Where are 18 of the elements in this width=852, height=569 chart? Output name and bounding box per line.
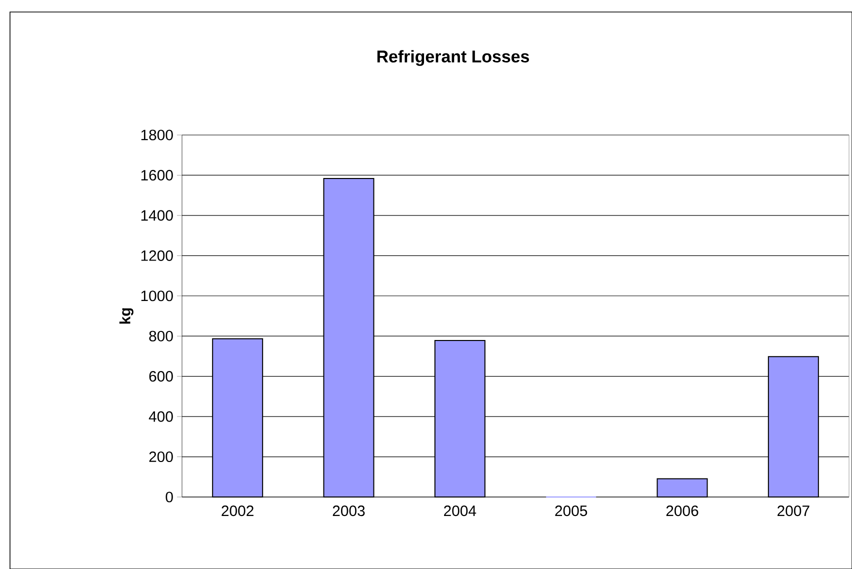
y-tick-label: 1000 <box>141 290 173 302</box>
y-tick-label: 1600 <box>141 170 173 181</box>
x-tick-label: 2004 <box>444 506 476 516</box>
y-tick-label: 600 <box>149 371 173 382</box>
y-tick-label: 800 <box>149 330 173 342</box>
x-tick-label: 2006 <box>666 506 698 516</box>
y-tick-label: 1400 <box>141 210 173 221</box>
x-tick-label: 2003 <box>332 506 365 516</box>
x-tick-label: 2007 <box>778 506 810 516</box>
y-tick-label: 1200 <box>141 250 173 261</box>
y-tick-label: 0 <box>166 492 173 502</box>
y-tick-label: 200 <box>149 451 173 462</box>
y-tick-label: 400 <box>148 411 173 422</box>
x-tick-label: 2002 <box>222 506 254 516</box>
y-axis-title: kg <box>119 308 134 324</box>
y-tick-label: 1800 <box>141 130 173 140</box>
x-tick-label: 2005 <box>555 506 588 516</box>
chart-title: Refrigerant Losses <box>377 50 529 66</box>
